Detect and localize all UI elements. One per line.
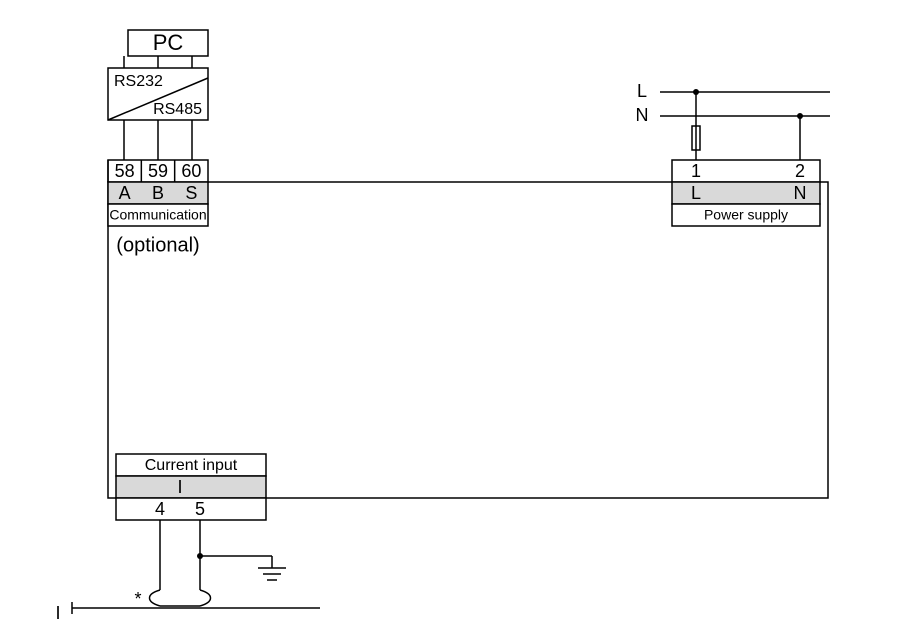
power-term-1: 1 [691,161,701,181]
pc-label: PC [153,30,184,55]
current-letter-row [116,476,266,498]
rs485-label: RS485 [153,101,202,118]
junction-N [797,113,803,119]
comm-term-ltr-A: A [119,183,131,203]
L-line-label: L [637,81,647,101]
comm-term-num-58: 58 [115,161,135,181]
optional-label: (optional) [116,234,199,256]
current-term-5: 5 [195,499,205,519]
comm-term-num-60: 60 [181,161,201,181]
current-letter-I: I [177,477,182,497]
power-term-N: N [794,183,807,203]
current-term-4: 4 [155,499,165,519]
ct-loop-1 [150,590,161,606]
comm-term-ltr-S: S [185,183,197,203]
ct-loop-2 [200,590,211,606]
power-term-L: L [691,183,701,203]
comm-term-num-59: 59 [148,161,168,181]
rs232-label: RS232 [114,73,163,90]
current-I-label: I [55,603,60,623]
comm-term-ltr-B: B [152,183,164,203]
main-enclosure [108,182,828,498]
junction-L [693,89,699,95]
N-line-label: N [636,105,649,125]
current-num-row [116,498,266,520]
power-caption: Power supply [704,207,788,223]
ct-polarity-star: * [134,589,141,609]
comm-caption: Communication [109,207,206,223]
current-caption: Current input [145,457,238,474]
power-term-2: 2 [795,161,805,181]
